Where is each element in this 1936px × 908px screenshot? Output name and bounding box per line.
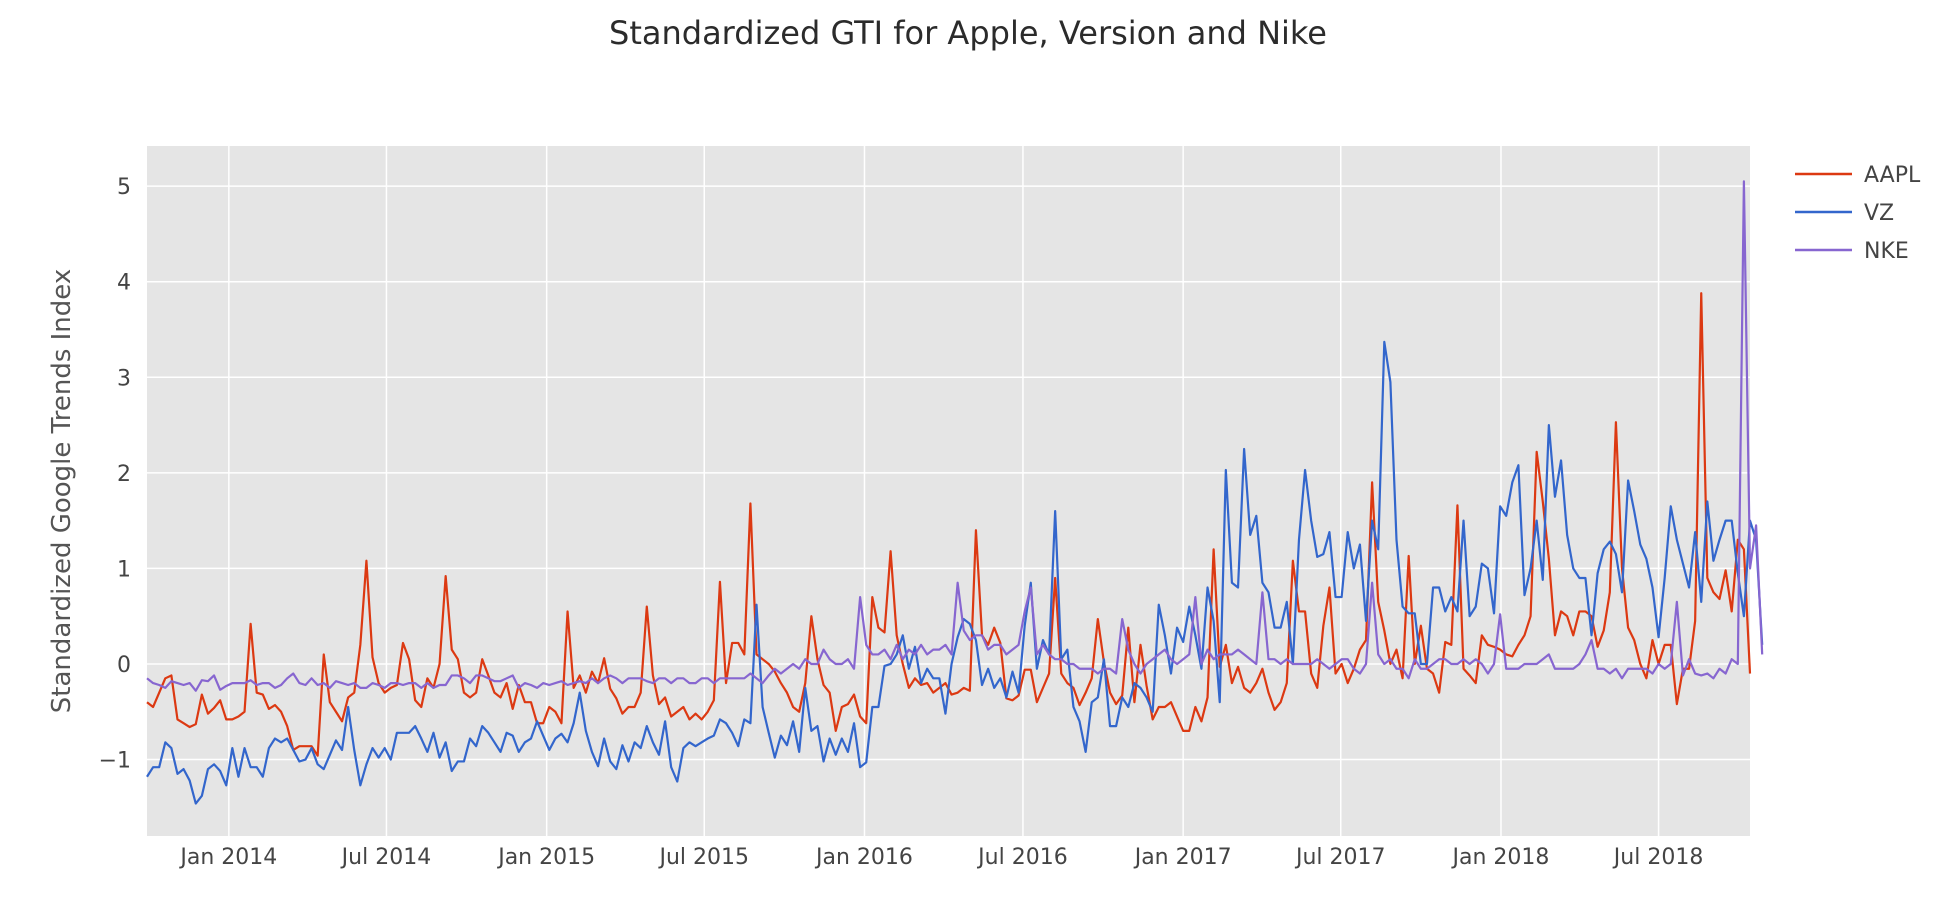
legend-item-nke[interactable]: NKE [1795,239,1909,264]
y-axis-label: Standardized Google Trends Index [47,269,77,713]
x-tick-label: Jul 2018 [1612,845,1704,870]
x-tick-label: Jan 2015 [496,845,595,870]
x-tick-label: Jan 2018 [1451,845,1550,870]
series-line-vz [146,340,1764,805]
gridlines [147,146,1750,836]
legend-item-vz[interactable]: VZ [1795,201,1894,226]
y-tick-label: 1 [117,557,131,582]
x-tick-label: Jan 2014 [178,845,277,870]
x-tick-label: Jul 2014 [340,845,432,870]
series-line-nke [146,180,1764,692]
legend-label: VZ [1864,201,1894,226]
x-tick-label: Jul 2017 [1294,845,1386,870]
x-tick-label: Jul 2015 [657,845,749,870]
y-tick-label: 4 [117,271,131,296]
series-layer [146,180,1764,805]
y-tick-label: −1 [99,749,131,774]
y-tick-labels: −1 0 1 2 3 4 5 [99,175,131,773]
y-tick-label: 0 [117,653,131,678]
legend-label: NKE [1864,239,1909,264]
legend[interactable]: AAPL VZ NKE [1795,163,1921,264]
x-tick-label: Jan 2016 [814,845,913,870]
x-tick-labels: Jan 2014 Jul 2014 Jan 2015 Jul 2015 Jan 2016… [178,845,1703,870]
legend-label: AAPL [1864,163,1921,188]
y-tick-label: 2 [117,462,131,487]
x-tick-label: Jul 2016 [976,845,1068,870]
chart-title: Standardized GTI for Apple, Version and … [609,14,1327,52]
y-tick-label: 3 [117,366,131,391]
plot-background [147,146,1750,836]
y-tick-label: 5 [117,175,131,200]
x-tick-label: Jan 2017 [1133,845,1232,870]
legend-item-aapl[interactable]: AAPL [1795,163,1921,188]
